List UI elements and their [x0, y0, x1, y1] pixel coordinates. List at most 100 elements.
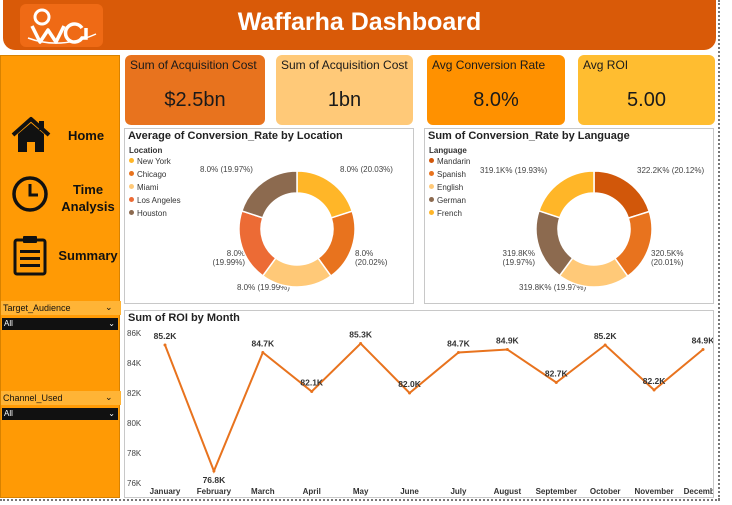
data-label: 76.8K [203, 475, 227, 485]
header-bar: Waffarha Dashboard [3, 0, 716, 50]
legend-item[interactable]: Spanish [429, 170, 466, 179]
filter-channel-used-label: Channel_Used [3, 393, 63, 403]
nav-time-analysis-label: Time Analysis [61, 182, 115, 214]
x-tick-label: November [635, 487, 674, 496]
legend-item[interactable]: Los Angeles [129, 196, 181, 205]
legend-item[interactable]: Mandarin [429, 157, 470, 166]
chart-title: Average of Conversion_Rate by Location [128, 130, 343, 142]
legend-label: Houston [137, 209, 167, 218]
data-label: 85.2K [154, 331, 178, 341]
chevron-down-icon: ⌄ [108, 319, 115, 328]
kpi-label: Sum of Acquisition Cost [281, 58, 408, 72]
home-icon [11, 117, 51, 152]
legend-item[interactable]: English [429, 183, 463, 192]
chart-title: Sum of ROI by Month [128, 312, 240, 324]
chevron-down-icon[interactable]: ⌄ [105, 392, 113, 402]
legend-item[interactable]: New York [129, 157, 171, 166]
slice-label: 319.1K% (19.93%) [480, 166, 548, 175]
slice-label: 8.0% (20.03%) [340, 165, 393, 174]
kpi-card-avg-roi[interactable]: Avg ROI 5.00 [578, 55, 715, 125]
donut-slice-houston[interactable] [240, 170, 298, 219]
kpi-label: Avg ROI [583, 58, 629, 72]
kpi-card-acquisition-cost[interactable]: Sum of Acquisition Cost $2.5bn [125, 55, 265, 125]
x-tick-label: February [197, 487, 232, 496]
donut-slice-los-angeles[interactable] [238, 210, 277, 277]
y-tick-label: 84K [127, 359, 142, 368]
data-label: 84.7K [251, 339, 275, 349]
roi-point[interactable] [261, 351, 265, 354]
legend-swatch [429, 171, 434, 176]
data-label: 84.9K [496, 336, 520, 346]
x-tick-label: May [353, 487, 369, 496]
legend-label: Los Angeles [137, 196, 181, 205]
slice-label: 320.5K% (20.01%) [651, 249, 684, 267]
roi-point[interactable] [505, 348, 509, 351]
donut-panel-language[interactable]: Sum of Conversion_Rate by Language Langu… [424, 128, 714, 304]
slice-label: 8.0% (19.97%) [200, 165, 253, 174]
roi-point[interactable] [456, 351, 460, 354]
donut-slice-new-york[interactable] [296, 170, 354, 219]
line-chart-roi-by-month: 76K 78K 80K 82K 84K 86K 85.2K January 76.8K Febru… [127, 329, 713, 496]
roi-point[interactable] [701, 348, 705, 351]
slice-label: 319.8K% (19.97%) [502, 249, 535, 267]
legend-swatch [429, 210, 434, 215]
sidebar: Home Time Analysis Summary Target_Audien… [0, 55, 121, 498]
legend-swatch [429, 197, 434, 202]
roi-point[interactable] [310, 390, 314, 393]
legend-item[interactable]: Miami [129, 183, 158, 192]
legend-item[interactable]: French [429, 209, 462, 218]
nav-time-analysis[interactable]: Time Analysis [1, 171, 121, 219]
legend-label: German [437, 196, 466, 205]
chevron-down-icon[interactable]: ⌄ [105, 302, 113, 312]
legend-label: Mandarin [437, 157, 471, 166]
kpi-value: 8.0% [473, 89, 519, 111]
line-panel-roi-by-month[interactable]: Sum of ROI by Month 76K 78K 80K 82K 84K 86K 85… [124, 310, 714, 498]
donut-panel-location[interactable]: Average of Conversion_Rate by Location L… [124, 128, 414, 304]
data-label: 82.0K [398, 379, 422, 389]
slice-label: 319.8K% (19.97%) [519, 283, 587, 292]
data-label: 85.3K [349, 330, 373, 340]
legend-label: Miami [137, 183, 159, 192]
filter-target-audience-header [1, 301, 121, 315]
waffarha-logo[interactable] [20, 4, 103, 47]
donut-slice-french[interactable] [537, 170, 595, 219]
x-tick-label: October [590, 487, 621, 496]
legend-item[interactable]: Houston [129, 209, 167, 218]
roi-point[interactable] [408, 391, 412, 395]
data-label: 85.2K [594, 331, 618, 341]
kpi-value: 1bn [327, 89, 362, 111]
nav-home[interactable]: Home [1, 111, 121, 161]
legend-label: French [437, 209, 462, 218]
legend-title: Location [129, 146, 163, 155]
chart-title: Sum of Conversion_Rate by Language [428, 130, 630, 142]
legend-swatch [129, 184, 134, 189]
clipboard-icon [13, 236, 47, 276]
roi-line[interactable] [164, 342, 704, 474]
donut-chart-location [238, 170, 356, 288]
slice-label: 8.0% (19.99%) [237, 283, 290, 292]
x-tick-label: April [303, 487, 321, 496]
canvas-edge [0, 499, 720, 501]
filter-target-audience-label: Target_Audience [3, 303, 71, 313]
legend-item[interactable]: Chicago [129, 170, 166, 179]
target-audience-value: All [4, 319, 13, 328]
channel-used-select[interactable]: All ⌄ [2, 408, 118, 420]
roi-point[interactable] [554, 381, 558, 384]
kpi-card-avg-conversion-rate[interactable]: Avg Conversion Rate 8.0% [427, 55, 565, 125]
data-label: 82.1K [300, 378, 324, 388]
target-audience-select[interactable]: All ⌄ [2, 318, 118, 330]
nav-summary[interactable]: Summary [1, 231, 121, 281]
roi-point[interactable] [163, 343, 167, 347]
kpi-card-acquisition-cost-2[interactable]: Sum of Acquisition Cost 1bn [276, 55, 413, 125]
roi-point[interactable] [212, 469, 216, 473]
legend-label: Spanish [437, 170, 466, 179]
donut-slice-german[interactable] [535, 209, 574, 277]
legend-swatch [129, 158, 134, 163]
roi-point[interactable] [359, 342, 363, 345]
legend-item[interactable]: German [429, 196, 466, 205]
chevron-down-icon: ⌄ [108, 409, 115, 418]
donut-slice-mandarin[interactable] [593, 170, 651, 220]
nav-home-label: Home [67, 128, 105, 143]
roi-point[interactable] [603, 343, 607, 347]
roi-point[interactable] [652, 388, 656, 392]
